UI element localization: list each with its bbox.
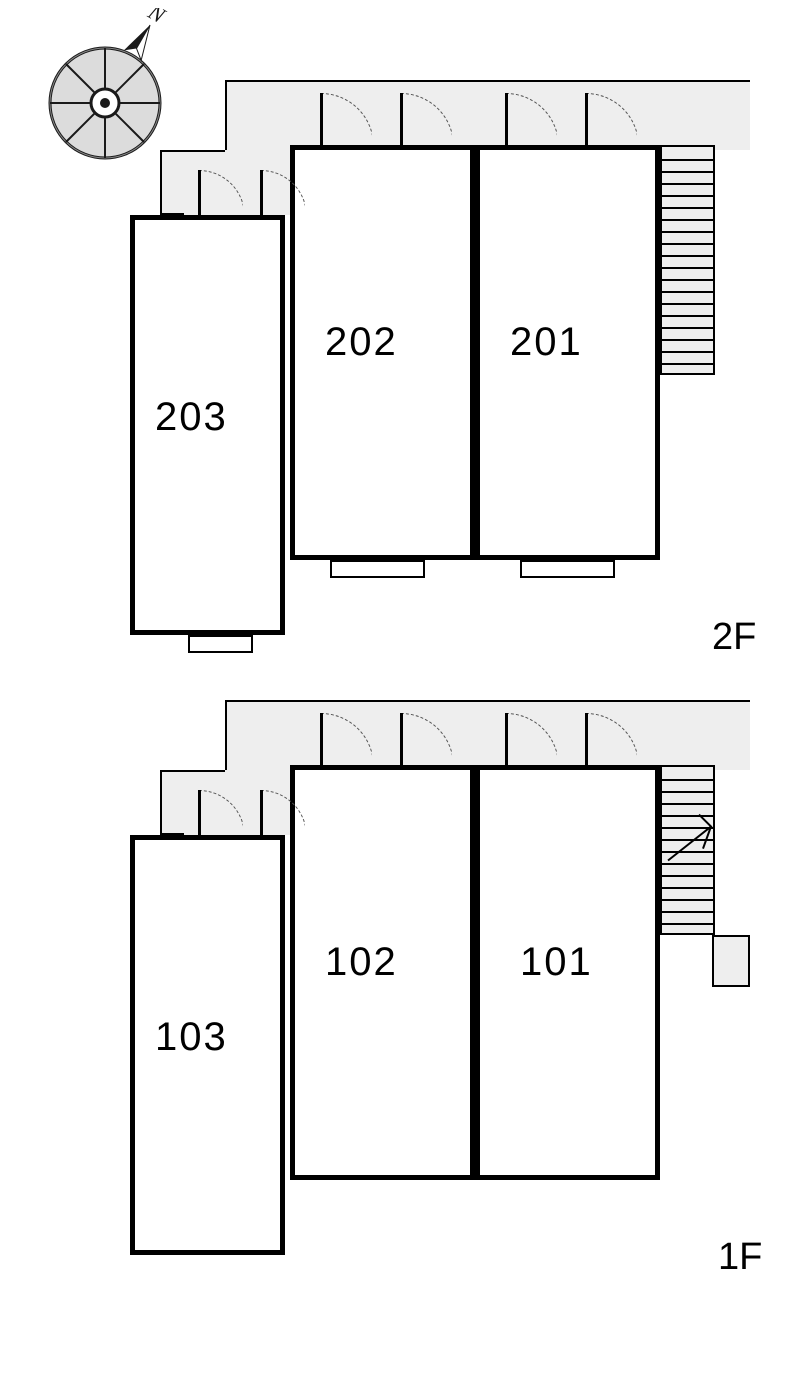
- stair-tread: [662, 315, 713, 317]
- floor-2F-corridor-edge-2: [160, 150, 225, 152]
- door-arc-icon: [198, 170, 243, 215]
- floor-2F-corridor-0: [225, 80, 750, 150]
- door-arc-icon: [260, 790, 305, 835]
- door-leaf: [505, 713, 508, 765]
- stair-tread: [662, 231, 713, 233]
- stair-tread: [662, 195, 713, 197]
- floor-2F-door-4: [198, 170, 243, 215]
- floor-1F-door-3: [585, 713, 637, 765]
- floorplan-canvas: N 203 202 201 2F 103 102 101 1F: [0, 0, 800, 1373]
- door-leaf: [400, 93, 403, 145]
- door-leaf: [400, 713, 403, 765]
- floor-1F-corridor-0: [225, 700, 750, 770]
- room-203-label: 203: [155, 395, 228, 440]
- door-arc-icon: [198, 790, 243, 835]
- floor-1F-corridor-edge-3: [160, 770, 162, 835]
- floor-2F-door-0: [320, 93, 372, 145]
- door-leaf: [320, 713, 323, 765]
- floor-1F-door-0: [320, 713, 372, 765]
- floor-1F-door-2: [505, 713, 557, 765]
- stair-tread: [662, 159, 713, 161]
- stair-tread: [662, 351, 713, 353]
- floor-2F-balcony-1: [330, 560, 425, 578]
- stair-tread: [662, 207, 713, 209]
- floor-1F-corridor-edge-1: [225, 700, 227, 770]
- room-102-label: 102: [325, 940, 398, 985]
- floor-2F-corridor-edge-3: [160, 150, 162, 215]
- floor-2F-door-3: [585, 93, 637, 145]
- door-leaf: [198, 790, 201, 835]
- stair-tread: [662, 327, 713, 329]
- stair-arrow-icon: [662, 767, 717, 937]
- door-arc-icon: [585, 93, 637, 145]
- door-leaf: [198, 170, 201, 215]
- floor-2F: 203 202 201 2F: [0, 80, 800, 700]
- floor-label-2F: 2F: [712, 616, 756, 659]
- door-arc-icon: [260, 170, 305, 215]
- door-leaf: [585, 93, 588, 145]
- floor-2F-door-2: [505, 93, 557, 145]
- door-leaf: [320, 93, 323, 145]
- floor-2F-door-5: [260, 170, 305, 215]
- floor-1F: 103 102 101 1F: [0, 700, 800, 1320]
- stair-tread: [662, 219, 713, 221]
- compass-n-label: N: [143, 8, 170, 29]
- door-arc-icon: [585, 713, 637, 765]
- floor-1F-entry-block: [712, 935, 750, 987]
- door-leaf: [260, 170, 263, 215]
- door-arc-icon: [505, 93, 557, 145]
- door-leaf: [585, 713, 588, 765]
- stair-tread: [662, 243, 713, 245]
- floor-2F-door-1: [400, 93, 452, 145]
- floor-2F-balcony-2: [520, 560, 615, 578]
- stair-tread: [662, 279, 713, 281]
- room-202-label: 202: [325, 320, 398, 365]
- floor-2F-balcony-0: [188, 635, 253, 653]
- room-101-label: 101: [520, 940, 593, 985]
- stair-tread: [662, 291, 713, 293]
- stair-tread: [662, 339, 713, 341]
- floor-2F-stairs: [660, 145, 715, 375]
- room-103-label: 103: [155, 1015, 228, 1060]
- door-arc-icon: [320, 713, 372, 765]
- stair-tread: [662, 183, 713, 185]
- stair-tread: [662, 303, 713, 305]
- stair-tread: [662, 363, 713, 365]
- room-201-label: 201: [510, 320, 583, 365]
- floor-1F-stairs: [660, 765, 715, 935]
- floor-1F-corridor-edge-2: [160, 770, 225, 772]
- floor-1F-door-1: [400, 713, 452, 765]
- floor-label-1F: 1F: [718, 1236, 762, 1279]
- stair-tread: [662, 267, 713, 269]
- door-arc-icon: [320, 93, 372, 145]
- door-arc-icon: [400, 713, 452, 765]
- floor-1F-door-4: [198, 790, 243, 835]
- door-arc-icon: [505, 713, 557, 765]
- floor-2F-corridor-edge-0: [225, 80, 750, 82]
- floor-1F-door-5: [260, 790, 305, 835]
- door-arc-icon: [400, 93, 452, 145]
- stair-tread: [662, 171, 713, 173]
- floor-1F-corridor-edge-0: [225, 700, 750, 702]
- door-leaf: [505, 93, 508, 145]
- door-leaf: [260, 790, 263, 835]
- stair-tread: [662, 255, 713, 257]
- floor-2F-corridor-edge-1: [225, 80, 227, 150]
